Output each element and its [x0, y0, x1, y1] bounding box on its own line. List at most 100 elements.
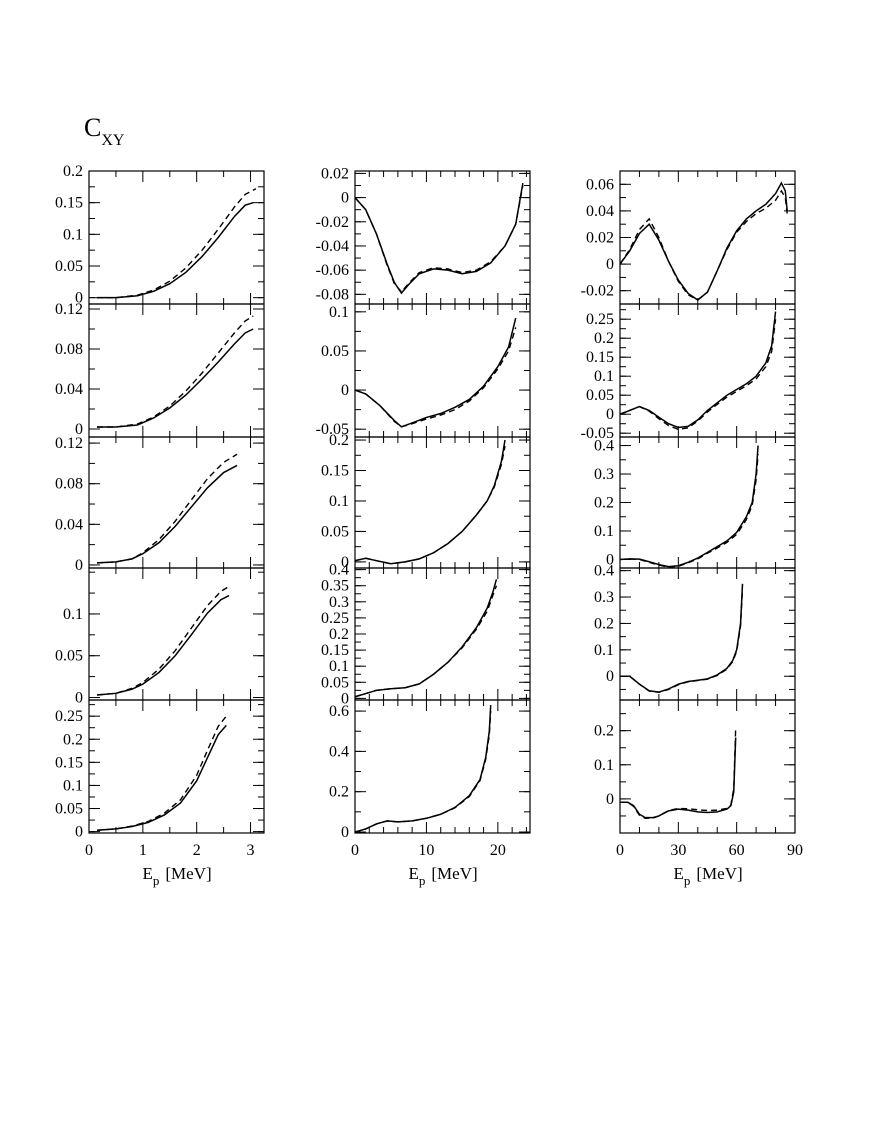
panel-c2-r2: 0 0.1 0.2 0.3 0.4 — [594, 436, 796, 569]
panel-c1-r2: 0 0.05 0.1 0.15 0.2 — [321, 432, 531, 571]
y-tick-label: -0.05 — [581, 425, 614, 442]
y-tick-label: 0.2 — [594, 615, 614, 632]
series-line-solid — [354, 439, 506, 565]
panel-c0-r3: 0 0.05 0.1 — [55, 567, 265, 706]
series-line-solid — [97, 724, 227, 831]
y-tick-label: -0.05 — [316, 421, 349, 438]
series-line-solid — [619, 181, 788, 301]
x-axis-label: Ep [MeV] — [409, 864, 478, 888]
figure-title: CXY — [84, 113, 125, 149]
y-tick-label: 0.2 — [594, 495, 614, 512]
series-line-dashed — [354, 585, 498, 698]
figure-title-subscript: XY — [101, 132, 125, 149]
y-tick-label: 0.1 — [63, 606, 83, 623]
panel-c2-r3: 0 0.1 0.2 0.3 0.4 — [594, 563, 796, 701]
y-tick-label: 0.06 — [586, 176, 614, 193]
y-tick-label: 0.15 — [321, 642, 349, 659]
panel-frame — [88, 699, 265, 834]
y-tick-label: -0.02 — [581, 283, 614, 300]
y-tick-label: 0.2 — [329, 784, 349, 801]
panel-c1-r0: 0.02 0 -0.02 -0.04 -0.06 -0.08 — [316, 165, 531, 305]
y-tick-label: 0 — [75, 824, 83, 841]
panel-frame — [88, 170, 265, 305]
x-tick-label: 20 — [490, 842, 506, 859]
y-tick-label: 0.02 — [586, 230, 614, 247]
y-tick-label: 0.4 — [594, 563, 614, 580]
y-tick-label: -0.08 — [316, 286, 349, 303]
series-line-solid — [354, 182, 524, 295]
x-tick-label: 0 — [85, 842, 93, 859]
y-tick-label: 0.2 — [63, 163, 83, 180]
y-tick-label: 0.05 — [321, 343, 349, 360]
y-tick-label: 0.2 — [594, 723, 614, 740]
series-line-solid — [620, 737, 737, 819]
series-line-dashed — [97, 715, 227, 831]
y-tick-label: 0.3 — [594, 589, 614, 606]
x-axis-label: Ep [MeV] — [674, 864, 743, 888]
series-line-dashed — [619, 454, 759, 568]
y-tick-label: 0 — [75, 290, 83, 307]
series-line-dashed — [354, 327, 517, 428]
x-tick-label: 10 — [418, 842, 434, 859]
y-tick-label: 0.2 — [594, 330, 614, 347]
y-tick-label: 0 — [341, 824, 349, 841]
y-tick-label: 0.05 — [55, 648, 83, 665]
x-axis-label: Ep [MeV] — [143, 864, 212, 888]
y-tick-label: 0 — [341, 690, 349, 707]
y-tick-label: 0.1 — [63, 226, 83, 243]
y-tick-label: 0.05 — [321, 674, 349, 691]
y-tick-label: 0 — [75, 689, 83, 706]
y-tick-label: 0 — [341, 190, 349, 207]
x-tick-label: 2 — [193, 842, 201, 859]
x-tick-label: 3 — [247, 842, 255, 859]
x-tick-label: 30 — [670, 842, 686, 859]
y-tick-label: 0.3 — [594, 466, 614, 483]
y-tick-label: 0.1 — [594, 757, 614, 774]
y-tick-label: 0.1 — [329, 493, 349, 510]
panel-frame — [354, 303, 531, 438]
series-line-dashed — [354, 446, 506, 565]
y-tick-label: 0.25 — [586, 311, 614, 328]
y-tick-label: 0 — [75, 421, 83, 438]
panel-frame — [88, 436, 265, 569]
y-tick-label: -0.04 — [316, 238, 349, 255]
panel-frame — [354, 170, 531, 305]
series-line-solid — [354, 317, 517, 428]
y-tick-label: 0 — [341, 382, 349, 399]
y-tick-label: 0.1 — [329, 658, 349, 675]
panel-c0-r0: 0 0.05 0.1 0.15 0.2 — [55, 163, 265, 307]
panel-frame — [354, 567, 531, 701]
y-tick-label: 0.2 — [329, 626, 349, 643]
y-tick-label: 0.05 — [55, 801, 83, 818]
y-tick-label: 0.25 — [55, 708, 83, 725]
series-line-solid — [354, 704, 492, 833]
panel-c1-r1: -0.05 0 0.05 0.1 — [316, 303, 531, 438]
x-tick-label: 0 — [351, 842, 359, 859]
y-tick-label: 0.2 — [329, 432, 349, 449]
y-tick-label: 0.15 — [55, 195, 83, 212]
series-line-solid — [97, 464, 238, 564]
y-tick-label: 0.25 — [321, 610, 349, 627]
y-tick-label: 0 — [341, 554, 349, 571]
series-line-solid — [97, 594, 230, 696]
y-tick-label: 0 — [606, 406, 614, 423]
y-tick-label: 0 — [606, 668, 614, 685]
series-line-solid — [97, 328, 254, 428]
x-tick-label: 60 — [729, 842, 745, 859]
series-line-solid — [620, 583, 744, 693]
y-tick-label: 0.05 — [55, 258, 83, 275]
y-tick-label: 0.15 — [321, 463, 349, 480]
panel-frame — [354, 436, 531, 569]
y-tick-label: 0.4 — [594, 438, 614, 455]
series-line-dashed — [97, 315, 254, 428]
panel-frame — [354, 699, 531, 834]
y-tick-label: 0 — [606, 791, 614, 808]
panel-c0-r4: 0 0.05 0.1 0.15 0.2 0.25 0 1 2 3 Ep [MeV] — [55, 699, 265, 888]
y-tick-label: 0.12 — [55, 301, 83, 318]
series-line-dashed — [97, 453, 238, 564]
y-tick-label: 0.08 — [55, 476, 83, 493]
series-line-dashed — [354, 711, 492, 833]
panel-c1-r3: 00.050.10.150.20.250.30.350.4 — [321, 562, 531, 707]
series-line-dashed — [620, 589, 744, 694]
